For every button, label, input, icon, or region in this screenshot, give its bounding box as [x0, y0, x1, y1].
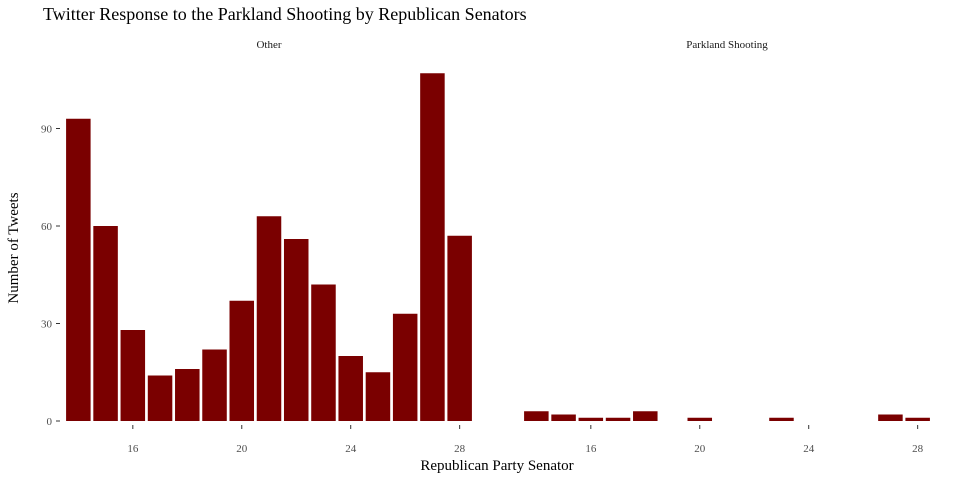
facet-strip-label: Other: [256, 39, 281, 51]
x-tick-label: 24: [803, 443, 815, 455]
bar: [256, 216, 282, 421]
facet-strip-label: Parkland Shooting: [686, 39, 768, 51]
bar: [878, 414, 903, 421]
x-axis-title: Republican Party Senator: [420, 458, 573, 474]
bar: [447, 235, 472, 421]
y-tick-label: 90: [41, 124, 53, 136]
bar: [66, 118, 91, 421]
x-tick-label: 28: [454, 443, 466, 455]
bar: [147, 375, 173, 421]
x-tick-label: 20: [236, 443, 248, 455]
bar: [905, 417, 930, 421]
bar: [338, 356, 363, 421]
bar: [93, 226, 118, 421]
facet-panels: Other 16 20 24 28 Parkland Shooting 16 20 24 28: [66, 39, 930, 455]
bar: [687, 417, 713, 421]
bar: [633, 411, 658, 421]
y-axis-title: Number of Tweets: [6, 192, 22, 303]
x-tick-label: 16: [127, 443, 139, 455]
bar: [229, 300, 255, 421]
bar: [420, 73, 445, 421]
facet-panel: Parkland Shooting 16 20 24 28: [524, 39, 930, 455]
y-tick-label: 0: [47, 416, 53, 428]
bar: [283, 239, 309, 421]
bar: [392, 313, 418, 421]
y-tick-label: 30: [41, 319, 53, 331]
x-tick-label: 16: [585, 443, 597, 455]
y-tick-label: 60: [41, 221, 53, 233]
bar: [551, 414, 576, 421]
bar: [120, 330, 146, 421]
x-tick-label: 24: [345, 443, 357, 455]
bar: [311, 284, 336, 421]
y-axis: 0 30 60 90: [41, 124, 60, 428]
chart-title: Twitter Response to the Parkland Shootin…: [43, 4, 527, 24]
bar: [175, 369, 200, 421]
bar: [524, 411, 549, 421]
bar: [365, 372, 391, 421]
x-tick-label: 28: [912, 443, 924, 455]
x-tick-label: 20: [694, 443, 706, 455]
bar: [769, 417, 794, 421]
facet-panel: Other 16 20 24 28: [66, 39, 472, 455]
bar: [202, 349, 227, 421]
bar: [605, 417, 631, 421]
bar: [578, 417, 604, 421]
